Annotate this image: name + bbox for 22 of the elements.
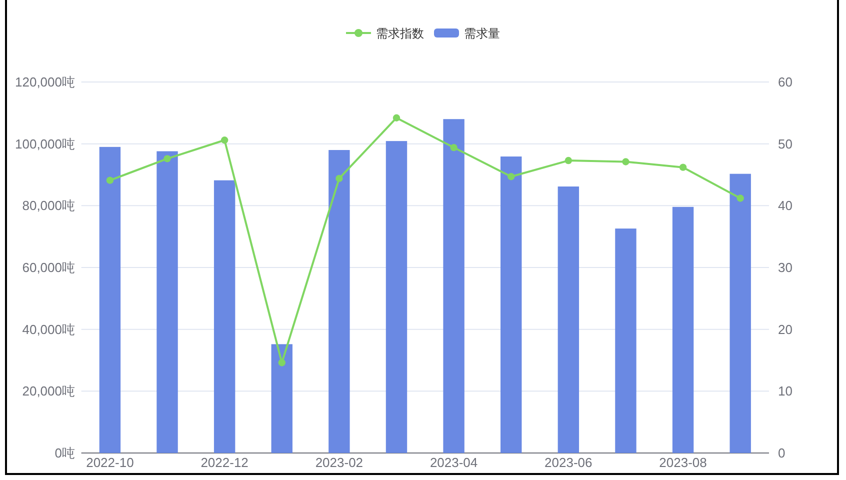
y2tick-label: 10 — [778, 384, 792, 399]
y2tick-label: 0 — [778, 446, 786, 460]
ytick-label: 0吨 — [54, 446, 75, 460]
y2tick-label: 60 — [778, 74, 792, 90]
ytick-label: 80,000吨 — [22, 198, 75, 214]
legend-label: 需求指数 — [376, 26, 424, 40]
legend-label: 需求量 — [464, 26, 500, 40]
ytick-label: 20,000吨 — [22, 384, 75, 399]
xtick-label: 2023-08 — [659, 455, 707, 470]
y2tick-label: 20 — [778, 322, 792, 337]
y2tick-label: 50 — [778, 136, 792, 152]
ytick-label: 100,000吨 — [15, 136, 75, 152]
xtick-label: 2023-02 — [315, 455, 364, 470]
y2tick-label: 40 — [778, 198, 792, 214]
ytick-label: 60,000吨 — [22, 260, 75, 275]
xtick-label: 2022-12 — [200, 455, 248, 470]
xtick-label: 2023-06 — [544, 455, 592, 470]
ytick-label: 120,000吨 — [15, 74, 75, 90]
y2tick-label: 30 — [778, 260, 792, 275]
xtick-label: 2023-04 — [430, 455, 478, 470]
ytick-label: 40,000吨 — [22, 322, 75, 337]
xtick-label: 2022-10 — [86, 455, 134, 470]
